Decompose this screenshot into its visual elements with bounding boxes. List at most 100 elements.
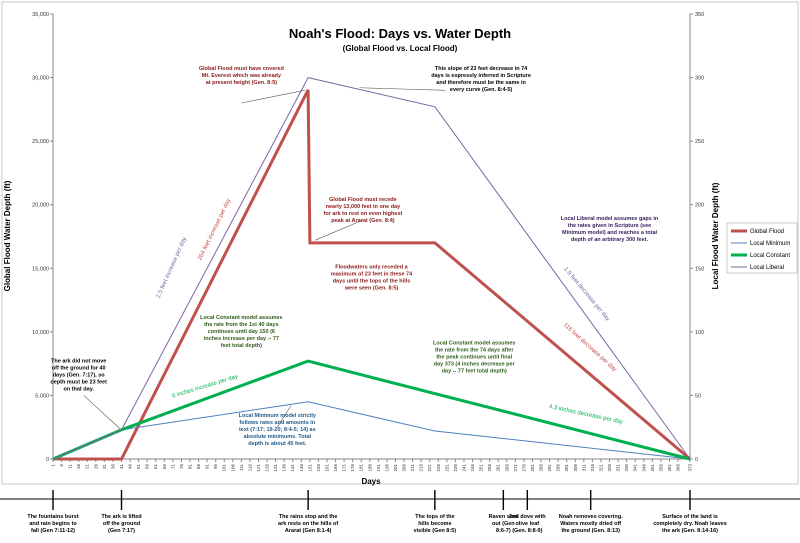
x-tick-label: 61 xyxy=(153,464,158,470)
x-tick-label: 281 xyxy=(530,464,535,472)
y-tick-left-label: 10,000 xyxy=(32,330,49,336)
x-tick-label: 31 xyxy=(102,464,107,470)
series-line-global-flood xyxy=(53,89,691,461)
annotation-line: text (7:17; 19-20; 8:4-5; 14) as xyxy=(239,427,316,433)
x-tick-label: 76 xyxy=(179,464,184,470)
x-tick-label: 71 xyxy=(170,464,175,470)
y-tick-right-label: 350 xyxy=(695,12,704,18)
x-tick-label: 66 xyxy=(162,464,167,470)
chart-legend: Global Flood Local Minimum Local Constant L… xyxy=(726,222,798,274)
event-label: Waters mostly dried off xyxy=(560,521,621,527)
event-label: ark rests on the hills of xyxy=(278,521,338,527)
legend-label: Local Constant xyxy=(750,253,790,259)
annotation-pointer xyxy=(359,87,446,91)
event-label: visible (Gen 8:5) xyxy=(414,528,457,534)
y-tick-right-label: 250 xyxy=(695,139,704,145)
annotation-line: the rate from the 74 days after xyxy=(435,348,514,354)
y-tick-left-label: 25,000 xyxy=(32,139,49,145)
event-label: Surface of the land is xyxy=(662,514,718,520)
annotation-line: Mt. Everest which was already xyxy=(202,73,282,79)
x-tick-label: 26 xyxy=(93,464,98,470)
x-tick-label: 156 xyxy=(316,464,321,472)
x-tick-label: 116 xyxy=(247,464,252,472)
legend-label: Local Minimum xyxy=(750,241,790,247)
annotation-pointer xyxy=(277,405,292,428)
event-label: The tops of the xyxy=(415,514,454,520)
chart-series xyxy=(52,77,691,461)
annotation-line: Local Constant model assumes xyxy=(200,315,283,321)
event-label: out (Gen xyxy=(492,521,515,527)
x-tick-label: 246 xyxy=(470,464,475,472)
x-tick-label: 161 xyxy=(324,464,329,472)
x-tick-label: 16 xyxy=(76,464,81,470)
x-tick-label: 306 xyxy=(573,464,578,472)
annotation-line: days is expressly inferred in Scripture xyxy=(431,73,531,79)
x-tick-label: 11 xyxy=(68,464,73,469)
x-tick-label: 326 xyxy=(607,464,612,472)
annotation-line: Local Liberal model assumes gaps in xyxy=(561,216,659,222)
y-tick-right-label: 300 xyxy=(695,76,704,82)
annotation-line: off the ground for 40 xyxy=(52,365,106,371)
annotation-line: days (Gen. 7:17), so xyxy=(53,372,106,378)
x-tick-label: 351 xyxy=(650,464,655,472)
y-axis-left-label: Global Flood Water Depth (ft) xyxy=(3,180,12,291)
event-label: Raven sent xyxy=(489,514,519,520)
x-tick-label: 311 xyxy=(581,464,586,472)
x-tick-label: 146 xyxy=(299,464,304,472)
y-tick-right-label: 150 xyxy=(695,266,704,272)
x-tick-label: 141 xyxy=(290,464,295,472)
x-tick-label: 231 xyxy=(444,464,449,472)
y-tick-left-label: 5,000 xyxy=(35,393,49,399)
annotation-line: and therefore must be the same in xyxy=(436,80,526,86)
x-tick-label: 191 xyxy=(376,464,381,472)
annotation-line: The ark did not move xyxy=(51,358,106,364)
annotation-line: day 373 (4 inches decrease per xyxy=(434,362,516,368)
series-line-local-liberal xyxy=(52,77,691,460)
y-tick-right-label: 0 xyxy=(695,457,698,463)
x-tick-label: 1 xyxy=(51,464,56,467)
event-label: Noah removes covering. xyxy=(559,514,623,520)
x-tick-label: 226 xyxy=(436,464,441,472)
x-tick-label: 126 xyxy=(265,464,270,472)
x-tick-label: 221 xyxy=(427,464,432,472)
event-label: 8:6-7) xyxy=(496,528,511,534)
event-label: The rains stop and the xyxy=(279,514,338,520)
x-tick-label: 56 xyxy=(145,464,150,470)
x-tick-label: 346 xyxy=(641,464,646,472)
y-tick-left-label: 35,000 xyxy=(32,12,49,18)
x-tick-label: 186 xyxy=(367,464,372,472)
annotation-line: maximum of 23 feet in these 74 xyxy=(331,271,413,277)
x-tick-label: 316 xyxy=(590,464,595,472)
event-label: The ark is lifted xyxy=(101,514,141,520)
annotation-line: Floodwaters only receded a xyxy=(335,264,408,270)
y-tick-right-label: 100 xyxy=(695,330,704,336)
x-tick-label: 241 xyxy=(461,464,466,472)
chart-axes: 0 5,000 10,000 15,000 20,000 25,000 30,000 35,0… xyxy=(32,12,704,472)
x-tick-label: 96 xyxy=(213,464,218,470)
annotation-line: Minimum model) and reaches a total xyxy=(562,230,658,236)
x-tick-label: 136 xyxy=(282,464,287,472)
x-axis-label: Days xyxy=(361,477,381,486)
annotation-line: Local Minimum model strictly xyxy=(239,413,317,419)
legend-box xyxy=(726,222,798,274)
event-label: (Gen. 8:8-9) xyxy=(512,528,542,534)
x-tick-label: 276 xyxy=(521,464,526,472)
annotation-line: were seen (Gen. 8:5) xyxy=(344,285,399,291)
annotation-pointer xyxy=(83,395,120,429)
x-tick-label: 51 xyxy=(136,464,141,470)
event-label: off the ground xyxy=(103,521,140,527)
x-tick-label: 286 xyxy=(539,464,544,472)
annotation-line: This slope of 23 feet decrease in 74 xyxy=(435,66,528,72)
annotation-line: every curve (Gen. 8:4-5) xyxy=(450,87,513,93)
x-tick-label: 256 xyxy=(487,464,492,472)
annotation-line: depth is about 45 feet. xyxy=(248,441,307,447)
x-tick-label: 196 xyxy=(384,464,389,472)
annotation: This slope of 23 feet decrease in 74days… xyxy=(431,66,531,93)
x-tick-label: 86 xyxy=(196,464,201,470)
x-tick-label: 81 xyxy=(187,464,192,470)
annotation-line: the rates given in Scripture (see xyxy=(568,223,651,229)
